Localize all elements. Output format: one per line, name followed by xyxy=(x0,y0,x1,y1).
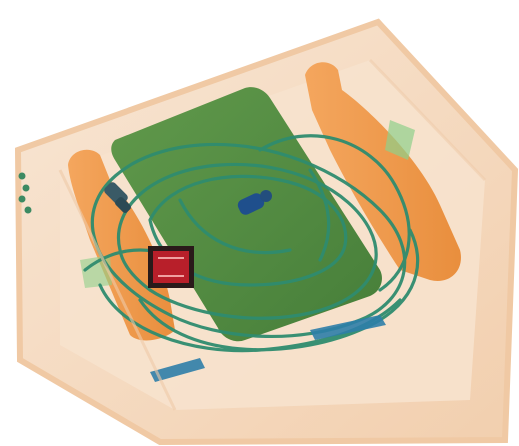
plug-left xyxy=(104,182,131,213)
red-battery xyxy=(148,246,194,288)
tray-inner-shadow-2 xyxy=(368,58,487,182)
blue-connector xyxy=(237,190,272,215)
tray-vent-holes xyxy=(18,172,32,214)
pad-right xyxy=(385,120,415,160)
tray-inner-shadow xyxy=(58,169,177,411)
bottom-strip xyxy=(150,315,386,382)
left-bottle xyxy=(68,149,175,341)
cable-bundle xyxy=(83,134,420,353)
right-bottle xyxy=(305,62,461,281)
